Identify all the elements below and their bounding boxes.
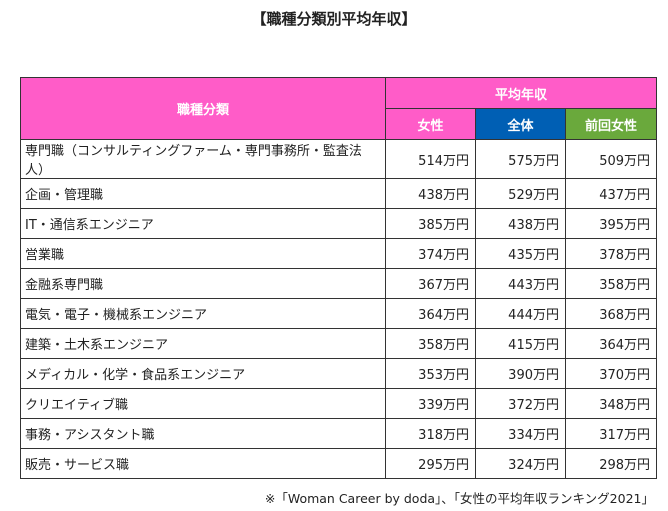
overall-salary-cell: 444万円	[475, 298, 566, 329]
overall-salary-cell: 529万円	[475, 178, 566, 209]
female-salary-cell: 318万円	[385, 418, 476, 449]
female-salary-cell: 353万円	[385, 358, 476, 389]
table-row: メディカル・化学・食品系エンジニア 353万円 390万円 370万円	[20, 358, 658, 389]
overall-salary-cell: 372万円	[475, 388, 566, 419]
previous-female-salary-cell: 364万円	[564, 328, 658, 359]
previous-female-salary-cell: 395万円	[564, 208, 658, 239]
female-salary-cell: 514万円	[385, 139, 476, 179]
previous-female-salary-cell: 298万円	[564, 448, 658, 479]
previous-female-salary-cell: 370万円	[564, 358, 658, 389]
female-salary-cell: 295万円	[385, 448, 476, 479]
table-row: クリエイティブ職 339万円 372万円 348万円	[20, 388, 658, 419]
row-label: クリエイティブ職	[20, 388, 386, 419]
previous-female-salary-cell: 317万円	[564, 418, 658, 449]
header-average-salary: 平均年収	[384, 77, 658, 109]
overall-salary-cell: 390万円	[475, 358, 566, 389]
table-row: 事務・アシスタント職 318万円 334万円 317万円	[20, 418, 658, 449]
row-label: 電気・電子・機械系エンジニア	[20, 298, 386, 329]
table-row: 金融系専門職 367万円 443万円 358万円	[20, 268, 658, 299]
table-row: 企画・管理職 438万円 529万円 437万円	[20, 178, 658, 209]
female-salary-cell: 367万円	[385, 268, 476, 299]
table-row: IT・通信系エンジニア 385万円 438万円 395万円	[20, 208, 658, 239]
table-title: 【職種分類別平均年収】	[251, 10, 417, 28]
female-salary-cell: 385万円	[385, 208, 476, 239]
previous-female-salary-cell: 358万円	[564, 268, 658, 299]
female-salary-cell: 374万円	[385, 238, 476, 269]
overall-salary-cell: 438万円	[475, 208, 566, 239]
table-row: 販売・サービス職 295万円 324万円 298万円	[20, 448, 658, 479]
table-row: 営業職 374万円 435万円 378万円	[20, 238, 658, 269]
row-label: 企画・管理職	[20, 178, 386, 209]
overall-salary-cell: 435万円	[475, 238, 566, 269]
previous-female-salary-cell: 509万円	[564, 139, 658, 179]
row-label: 金融系専門職	[20, 268, 386, 299]
overall-salary-cell: 324万円	[475, 448, 566, 479]
row-label: メディカル・化学・食品系エンジニア	[20, 358, 386, 389]
row-label: 建築・土木系エンジニア	[20, 328, 386, 359]
table-row: 専門職（コンサルティングファーム・専門事務所・監査法人） 514万円 575万円 50…	[20, 139, 658, 179]
table-row: 電気・電子・機械系エンジニア 364万円 444万円 368万円	[20, 298, 658, 329]
salary-table: 職種分類 平均年収 女性 全体 前回女性 専門職（コンサルティングファーム・専門…	[20, 77, 658, 479]
row-label: 営業職	[20, 238, 386, 269]
overall-salary-cell: 575万円	[475, 139, 566, 179]
previous-female-salary-cell: 378万円	[564, 238, 658, 269]
female-salary-cell: 438万円	[385, 178, 476, 209]
row-label: 事務・アシスタント職	[20, 418, 386, 449]
source-footnote: ※「Woman Career by doda」、「女性の平均年収ランキング202…	[264, 491, 654, 506]
row-label: 専門職（コンサルティングファーム・専門事務所・監査法人）	[20, 139, 386, 179]
header-female: 女性	[385, 108, 476, 140]
table-row: 建築・土木系エンジニア 358万円 415万円 364万円	[20, 328, 658, 359]
header-previous-female: 前回女性	[564, 108, 658, 140]
overall-salary-cell: 415万円	[475, 328, 566, 359]
row-label: 販売・サービス職	[20, 448, 386, 479]
header-overall: 全体	[475, 108, 566, 140]
header-category: 職種分類	[20, 77, 386, 140]
female-salary-cell: 364万円	[385, 298, 476, 329]
previous-female-salary-cell: 368万円	[564, 298, 658, 329]
previous-female-salary-cell: 348万円	[564, 388, 658, 419]
overall-salary-cell: 334万円	[475, 418, 566, 449]
female-salary-cell: 358万円	[385, 328, 476, 359]
overall-salary-cell: 443万円	[475, 268, 566, 299]
female-salary-cell: 339万円	[385, 388, 476, 419]
row-label: IT・通信系エンジニア	[20, 208, 386, 239]
previous-female-salary-cell: 437万円	[564, 178, 658, 209]
